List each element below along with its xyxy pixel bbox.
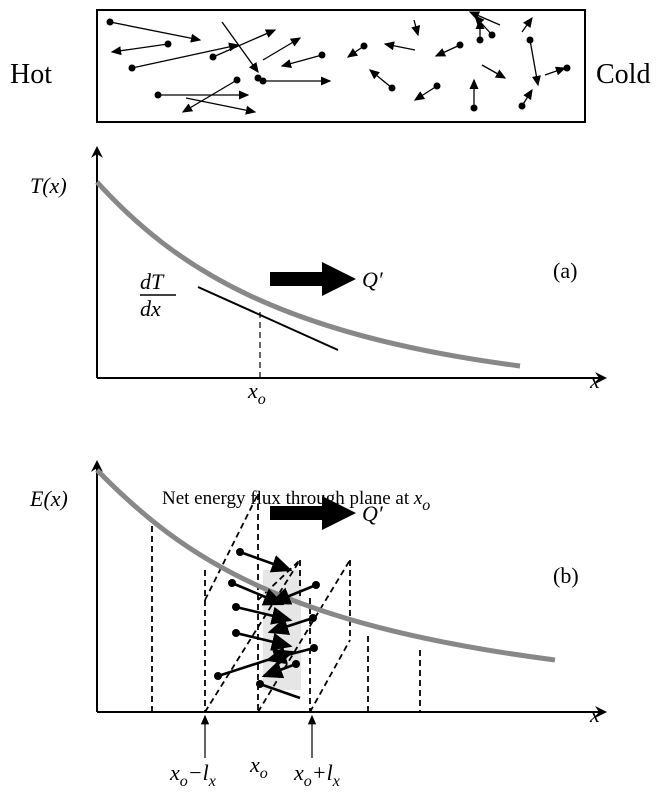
marker-op: −l bbox=[188, 760, 209, 785]
panel-a bbox=[91, 146, 607, 384]
y-axis-label-b: E(x) bbox=[29, 486, 68, 511]
tag-a: (a) bbox=[553, 258, 577, 283]
title-base: x bbox=[413, 488, 423, 509]
marker-sub: o bbox=[260, 765, 268, 782]
y-axis-label-a: T(x) bbox=[30, 173, 67, 198]
marker-base: x bbox=[247, 378, 258, 403]
tag-b: (b) bbox=[553, 563, 579, 588]
x-axis-label-a: x bbox=[589, 368, 600, 393]
marker-base: x bbox=[249, 752, 260, 777]
marker-op: +l bbox=[312, 760, 333, 785]
x0-marker-a: xo bbox=[247, 378, 266, 408]
slope-denominator: dx bbox=[140, 296, 161, 321]
flux-label-b: Q′ bbox=[362, 501, 384, 526]
panel-b-title: Net energy flux through plane at xo bbox=[162, 488, 430, 514]
marker-sub: o bbox=[180, 773, 188, 790]
hot-label: Hot bbox=[10, 59, 52, 90]
marker-center: xo bbox=[249, 752, 268, 782]
title-text: Net energy flux through plane at bbox=[162, 488, 414, 509]
marker-plus: xo+lx bbox=[293, 760, 340, 790]
marker-sub: o bbox=[258, 391, 266, 408]
flux-label-a: Q′ bbox=[362, 267, 384, 292]
slope-numerator: dT bbox=[140, 269, 165, 294]
marker-sub: o bbox=[304, 773, 312, 790]
x-axis-label-b: x bbox=[589, 702, 600, 727]
marker-sub2: x bbox=[208, 773, 216, 790]
marker-sub2: x bbox=[332, 773, 340, 790]
marker-base: x bbox=[293, 760, 304, 785]
marker-minus: xo−lx bbox=[169, 760, 216, 790]
title-sub: o bbox=[422, 497, 430, 514]
particles bbox=[106, 11, 571, 115]
marker-base: x bbox=[169, 760, 180, 785]
panel-b bbox=[91, 460, 607, 758]
gas-box bbox=[96, 9, 586, 123]
cold-label: Cold bbox=[596, 59, 650, 90]
